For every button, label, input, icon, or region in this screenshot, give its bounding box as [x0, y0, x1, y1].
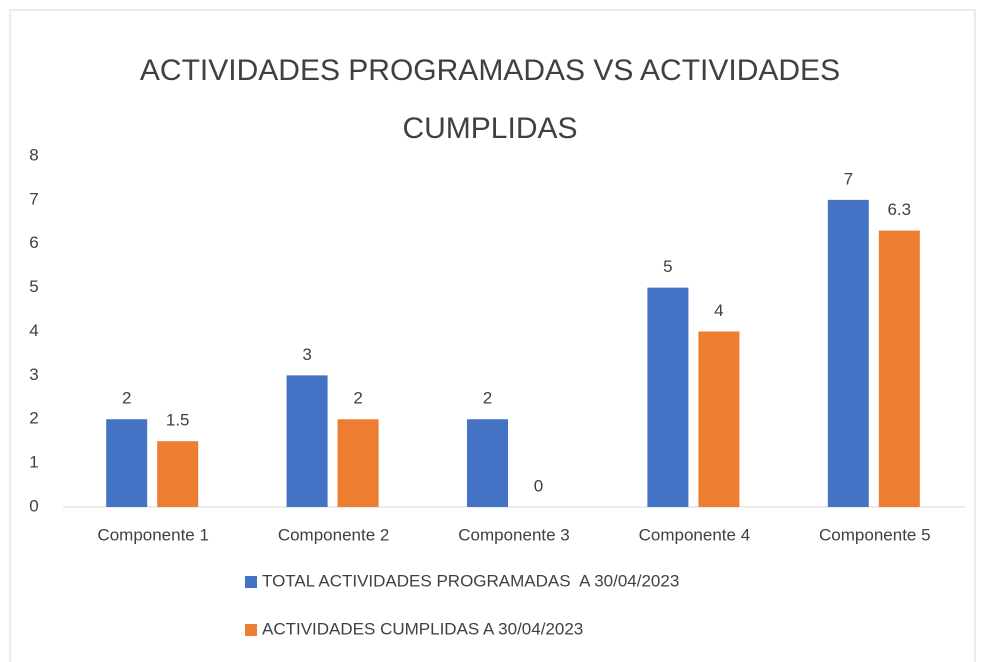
y-tick-label: 5 — [29, 277, 38, 296]
data-label: 7 — [844, 169, 853, 188]
bar — [106, 419, 148, 507]
bar — [878, 230, 920, 507]
chart-border — [9, 9, 976, 662]
data-label: 1.5 — [166, 411, 190, 430]
x-tick-label: Componente 2 — [278, 525, 390, 544]
y-tick-label: 2 — [29, 409, 38, 428]
y-tick-label: 6 — [29, 233, 38, 252]
y-tick-label: 8 — [29, 145, 38, 164]
data-label: 2 — [483, 389, 492, 408]
data-label: 5 — [663, 257, 672, 276]
bar — [827, 199, 869, 507]
legend-swatch — [245, 624, 257, 636]
x-tick-label: Componente 5 — [819, 525, 931, 544]
x-tick-label: Componente 1 — [97, 525, 209, 544]
y-tick-label: 3 — [29, 365, 38, 384]
data-label: 6.3 — [887, 200, 911, 219]
x-tick-label: Componente 4 — [639, 525, 751, 544]
x-tick-label: Componente 3 — [458, 525, 570, 544]
bar — [286, 375, 328, 507]
bar — [647, 287, 689, 507]
legend-swatch — [245, 576, 257, 588]
y-tick-label: 4 — [29, 321, 38, 340]
bar — [698, 331, 740, 507]
y-tick-label: 1 — [29, 453, 38, 472]
data-label: 0 — [534, 476, 543, 495]
data-label: 2 — [122, 389, 131, 408]
data-label: 2 — [353, 389, 362, 408]
data-label: 4 — [714, 301, 723, 320]
legend-label: ACTIVIDADES CUMPLIDAS A 30/04/2023 — [262, 619, 583, 638]
y-tick-label: 0 — [29, 496, 38, 515]
bar — [157, 441, 199, 507]
y-tick-label: 7 — [29, 189, 38, 208]
legend-label: TOTAL ACTIVIDADES PROGRAMADAS A 30/04/20… — [262, 571, 679, 590]
bar — [337, 419, 379, 507]
bar — [467, 419, 508, 507]
chart-title: ACTIVIDADES PROGRAMADAS VS ACTIVIDADES C… — [139, 54, 841, 145]
data-label: 3 — [302, 345, 311, 364]
